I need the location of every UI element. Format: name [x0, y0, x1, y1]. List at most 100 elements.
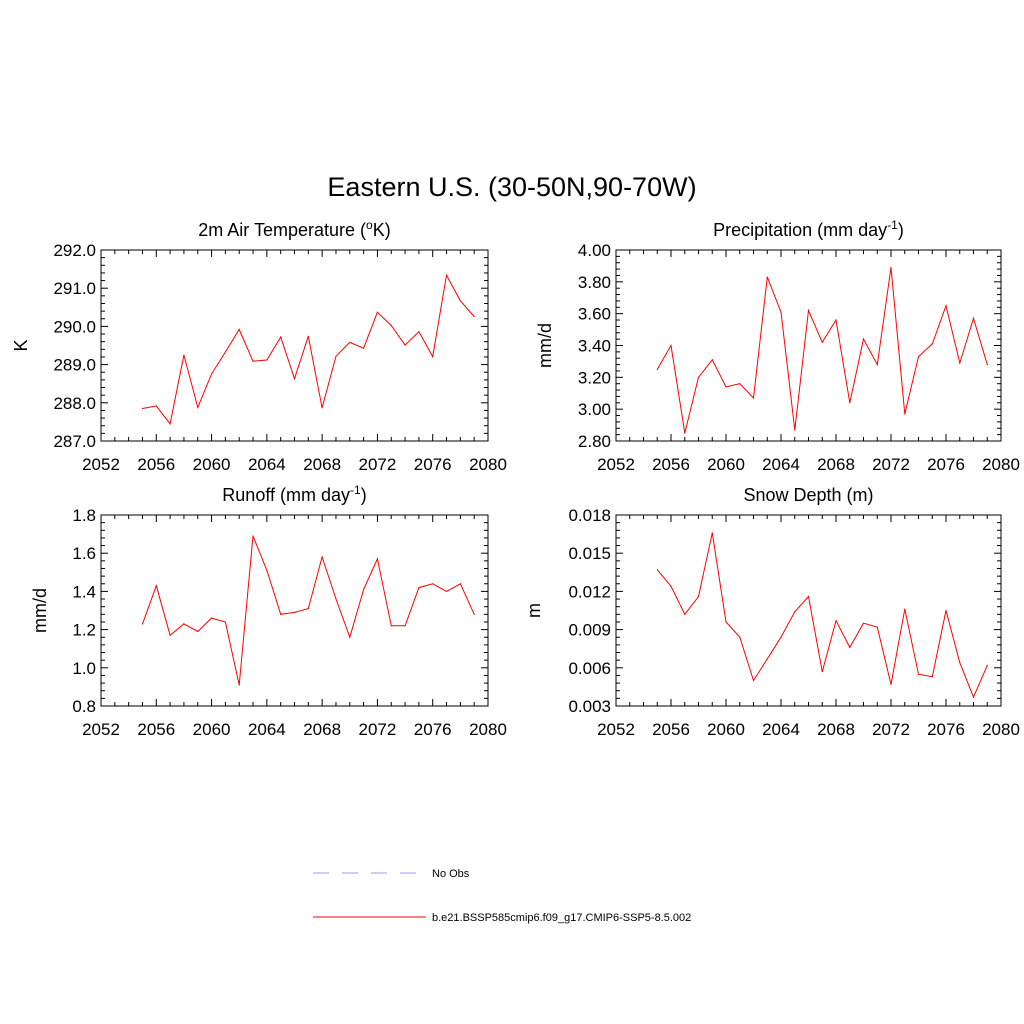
x-tick-label: 2080	[982, 455, 1020, 474]
series-line	[142, 535, 475, 686]
data-point	[266, 569, 268, 572]
data-point	[794, 611, 796, 613]
panel-title-tail: )	[898, 220, 904, 240]
data-point	[459, 583, 461, 585]
data-point	[432, 356, 434, 358]
data-point	[890, 683, 892, 686]
panel-title-superscript: -1	[350, 483, 361, 497]
data-point	[959, 662, 961, 664]
data-point	[321, 407, 323, 409]
x-tick-label: 2072	[872, 720, 910, 739]
data-point	[404, 625, 406, 627]
panel-title: Precipitation (mm day-1)	[713, 218, 904, 240]
legend: No Obs b.e21.BSSP585cmip6.f09_g17.CMIP6-…	[313, 868, 691, 924]
x-tick-label: 2072	[359, 455, 397, 474]
y-tick-label: 0.015	[568, 544, 611, 563]
y-tick-label: 0.003	[568, 697, 611, 716]
data-point	[945, 609, 947, 612]
x-tick-label: 2052	[82, 455, 120, 474]
data-point	[363, 347, 365, 349]
data-point	[821, 671, 823, 673]
data-point	[780, 636, 782, 638]
x-tick-label: 2064	[762, 455, 800, 474]
x-tick-label: 2076	[927, 455, 965, 474]
data-point	[390, 625, 392, 627]
data-point	[169, 423, 171, 425]
panel-title-main: 2m Air Temperature (	[198, 220, 366, 240]
data-point	[390, 325, 392, 327]
data-point	[904, 608, 906, 610]
x-tick-label: 2068	[303, 720, 341, 739]
y-tick-label: 1.8	[72, 506, 96, 525]
x-tick-label: 2060	[707, 455, 745, 474]
data-point	[986, 364, 988, 366]
data-point	[821, 341, 823, 343]
data-point	[376, 311, 378, 313]
data-point	[197, 406, 199, 408]
y-tick-label: 1.0	[72, 659, 96, 678]
plot-frame	[615, 249, 1002, 442]
data-point	[862, 622, 865, 624]
y-tick-label: 292.0	[53, 241, 96, 260]
x-tick-label: 2080	[469, 455, 507, 474]
data-point	[280, 613, 282, 615]
x-tick-label: 2060	[193, 720, 231, 739]
data-point	[183, 354, 185, 356]
data-point	[794, 429, 796, 431]
legend-entry-obs: No Obs	[313, 868, 470, 880]
x-tick-label: 2052	[597, 455, 635, 474]
data-point	[766, 276, 768, 278]
x-tick-label: 2056	[137, 720, 175, 739]
data-point	[141, 407, 144, 410]
y-tick-label: 2.80	[578, 432, 611, 451]
y-tick-label: 287.0	[53, 432, 96, 451]
data-point	[766, 658, 768, 660]
x-tick-label: 2056	[137, 455, 175, 474]
panel-title: 2m Air Temperature (oK)	[198, 218, 390, 240]
data-point	[959, 362, 961, 364]
panel-title: Snow Depth (m)	[743, 485, 873, 505]
data-point	[432, 583, 434, 585]
x-tick-label: 2056	[652, 720, 690, 739]
panels: 2052 2056 2060 2064 2068 2072 2076 2080 287.0 288…	[11, 218, 1020, 739]
data-point	[238, 684, 240, 686]
data-point	[711, 532, 713, 534]
panel-title-tail: K)	[373, 220, 391, 240]
data-point	[224, 351, 226, 353]
legend-label-model: b.e21.BSSP585cmip6.f09_g17.CMIP6-SSP5-8.…	[432, 912, 691, 924]
y-axis-label: mm/d	[535, 323, 555, 368]
plot-frame	[100, 249, 489, 442]
data-point	[266, 359, 268, 361]
data-point	[252, 360, 254, 362]
data-point	[197, 630, 199, 633]
y-tick-label: 3.80	[578, 273, 611, 292]
y-tick-label: 1.2	[72, 621, 96, 640]
y-tick-label: 290.0	[53, 317, 96, 336]
data-point	[876, 364, 878, 366]
data-point	[141, 623, 144, 625]
data-point	[211, 617, 213, 619]
data-point	[404, 344, 406, 346]
x-tick-label: 2060	[707, 720, 745, 739]
data-point	[725, 386, 727, 388]
data-point	[917, 673, 920, 675]
series-line	[142, 273, 475, 425]
data-point	[418, 331, 420, 333]
plot-frame	[615, 514, 1002, 707]
x-tick-label: 2064	[248, 720, 286, 739]
y-tick-label: 4.00	[578, 241, 611, 260]
x-tick-label: 2068	[817, 455, 855, 474]
data-point	[473, 315, 475, 318]
data-point	[917, 356, 920, 358]
data-point	[473, 613, 475, 615]
data-point	[752, 679, 755, 682]
panel-title-main: Snow Depth (m)	[743, 485, 873, 505]
data-point	[238, 328, 240, 331]
data-point	[670, 344, 672, 347]
panel-title-superscript: o	[366, 218, 373, 232]
legend-label-obs: No Obs	[432, 868, 470, 880]
data-point	[376, 558, 378, 560]
data-point	[670, 585, 672, 587]
data-point	[972, 317, 975, 319]
